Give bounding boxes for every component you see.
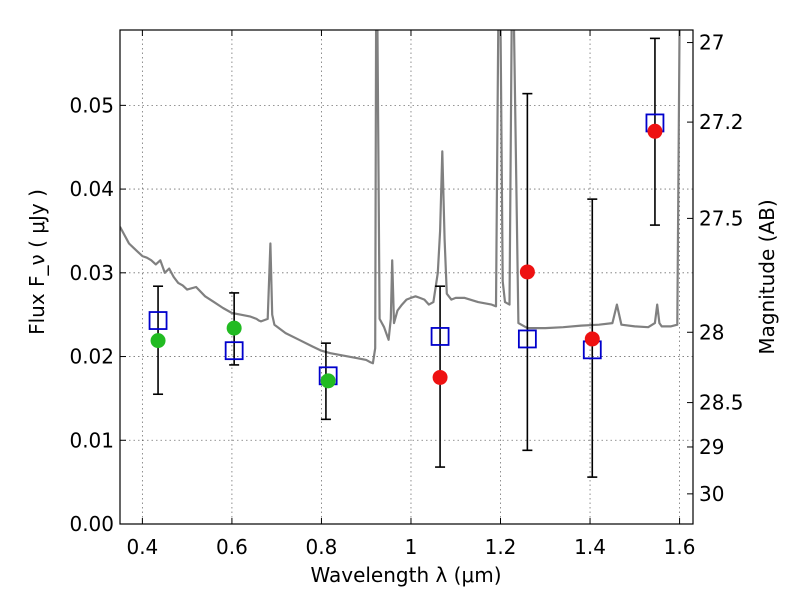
red-point <box>519 264 535 280</box>
red-point <box>584 331 600 347</box>
observed-square-marker <box>224 341 244 361</box>
green-point <box>320 373 336 389</box>
observed-squares <box>148 113 665 386</box>
y-tick-label: 0.03 <box>69 261 114 285</box>
y2-tick-label: 27.5 <box>699 206 744 230</box>
x-tick-label: 1.2 <box>485 535 517 559</box>
green-point <box>226 320 242 336</box>
x-tick-label: 0.4 <box>126 535 158 559</box>
y-tick-label: 0.05 <box>69 93 114 117</box>
y2-tick-label: 27 <box>699 31 724 55</box>
x-tick-label: 1 <box>405 535 418 559</box>
y-tick-label: 0.02 <box>69 345 114 369</box>
y2-axis-label: Magnitude (AB) <box>755 199 779 354</box>
y-tick-label: 0.01 <box>69 428 114 452</box>
y-axis-label: Flux F_ν ( μJy ) <box>25 189 49 335</box>
observed-square-marker <box>430 327 450 346</box>
model-spectrum-line <box>120 30 681 365</box>
x-tick-label: 0.8 <box>306 535 338 559</box>
y-tick-label: 0.00 <box>69 512 114 536</box>
grid-lines <box>120 30 693 525</box>
y2-tick-label: 30 <box>699 482 724 506</box>
x-tick-label: 0.6 <box>216 535 248 559</box>
y2-tick-label: 29 <box>699 435 724 459</box>
ticks: 0.4 0.6 0.8 1 1.2 1.4 1.6 0.00 0.01 0.02 0.03 0.04 0… <box>69 30 744 559</box>
data-points <box>150 123 663 389</box>
green-point <box>150 333 166 349</box>
x-tick-label: 1.6 <box>664 535 696 559</box>
x-tick-label: 1.4 <box>574 535 606 559</box>
observed-square-marker <box>148 311 168 330</box>
observed-square-marker <box>517 329 537 349</box>
y-tick-label: 0.04 <box>69 177 114 201</box>
y2-tick-label: 28 <box>699 320 724 344</box>
y2-tick-label: 28.5 <box>699 391 744 415</box>
red-point <box>647 123 663 139</box>
y2-tick-label: 27.2 <box>699 110 744 134</box>
model-spectrum <box>120 30 681 365</box>
x-axis-label: Wavelength λ (μm) <box>310 563 501 587</box>
red-point <box>432 369 448 385</box>
plot-frame <box>119 29 694 525</box>
error-bars <box>153 37 660 478</box>
